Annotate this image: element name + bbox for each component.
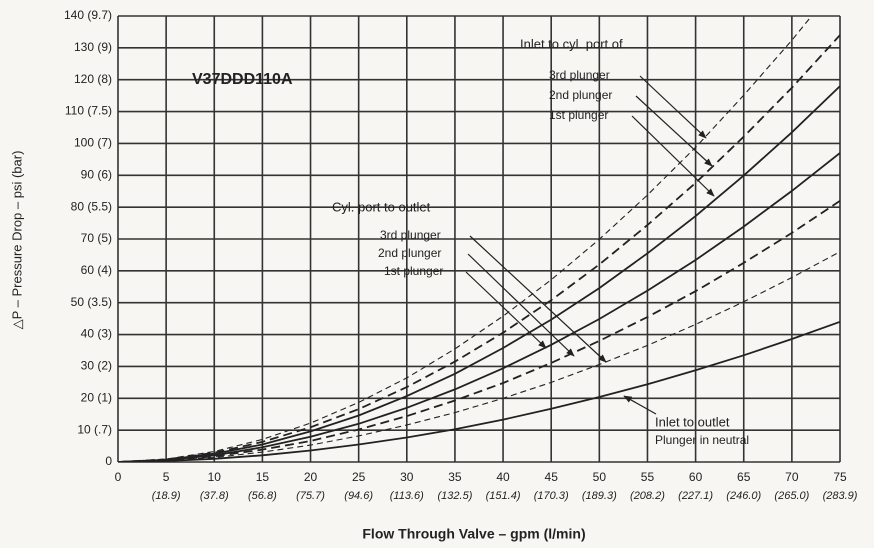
x-tick-label: 20 <box>304 470 318 484</box>
x-tick-label: 65 <box>737 470 751 484</box>
curve <box>118 152 840 462</box>
arrow <box>631 115 715 197</box>
annotation: 1st plunger <box>549 108 608 122</box>
y-tick-label: 140 (9.7) <box>64 8 112 22</box>
x-tick-label: 30 <box>400 470 414 484</box>
y-tick-label: 30 (2) <box>81 359 112 373</box>
x-tick-label: 70 <box>785 470 799 484</box>
curve <box>118 16 813 462</box>
y-tick-label: 50 (3.5) <box>71 295 112 309</box>
grid <box>117 15 841 463</box>
curves <box>118 16 840 462</box>
x-tick-label: 15 <box>256 470 270 484</box>
x-tick-label: 35 <box>448 470 462 484</box>
arrow <box>623 395 657 415</box>
y-tick-label: 80 (5.5) <box>71 199 112 213</box>
annotation: Cyl. port to outlet <box>332 199 431 214</box>
arrow <box>635 95 713 167</box>
curve <box>118 251 840 462</box>
annotation: 3rd plunger <box>549 68 610 82</box>
y-tick-label: 70 (5) <box>81 231 112 245</box>
x-tick-sublabel: (56.8) <box>248 490 277 502</box>
annotation: Plunger in neutral <box>655 433 749 447</box>
x-tick-sublabel: (113.6) <box>390 490 424 502</box>
curve <box>118 34 840 462</box>
y-tick-label: 0 <box>105 454 112 468</box>
x-tick-sublabel: (246.0) <box>726 490 761 502</box>
x-tick-sublabel: (37.8) <box>200 490 229 502</box>
x-tick-sublabel: (283.9) <box>823 490 858 502</box>
arrow <box>639 75 707 139</box>
y-tick-label: 110 (7.5) <box>65 104 112 118</box>
curve <box>118 85 840 462</box>
x-tick-sublabel: (189.3) <box>582 490 617 502</box>
x-tick-sublabel: (265.0) <box>774 490 809 502</box>
x-tick-sublabel: (132.5) <box>438 490 473 502</box>
annotation: 2nd plunger <box>378 246 441 260</box>
x-axis-title: Flow Through Valve – gpm (l/min) <box>362 526 585 542</box>
x-tick-label: 5 <box>163 470 170 484</box>
x-tick-label: 50 <box>593 470 607 484</box>
arrow <box>467 253 575 357</box>
x-tick-sublabel: (94.6) <box>344 490 373 502</box>
x-tick-label: 45 <box>545 470 559 484</box>
arrow <box>469 235 607 363</box>
x-tick-label: 10 <box>208 470 222 484</box>
x-tick-label: 25 <box>352 470 366 484</box>
model-label: V37DDD110A <box>192 71 293 88</box>
annotation: 1st plunger <box>384 264 443 278</box>
curve <box>118 320 840 462</box>
x-tick-sublabel: (18.9) <box>152 490 181 502</box>
y-tick-label: 90 (6) <box>81 167 112 181</box>
y-tick-label: 10 (.7) <box>77 422 112 436</box>
y-tick-label: 100 (7) <box>74 136 112 150</box>
x-tick-sublabel: (170.3) <box>534 490 569 502</box>
x-tick-sublabel: (208.2) <box>630 490 665 502</box>
x-tick-label: 55 <box>641 470 655 484</box>
x-tick-label: 75 <box>833 470 847 484</box>
curve <box>118 200 840 462</box>
x-tick-label: 60 <box>689 470 703 484</box>
x-tick-label: 40 <box>496 470 510 484</box>
y-tick-label: 20 (1) <box>81 390 112 404</box>
annotation: 2nd plunger <box>549 88 612 102</box>
y-tick-label: 40 (3) <box>81 327 112 341</box>
y-tick-label: 130 (9) <box>74 40 112 54</box>
annotation: Inlet to cyl. port of <box>520 36 623 51</box>
arrow <box>465 271 547 349</box>
y-tick-label: 60 (4) <box>81 263 112 277</box>
x-tick-sublabel: (75.7) <box>296 490 325 502</box>
y-tick-label: 120 (8) <box>74 72 112 86</box>
x-tick-sublabel: (151.4) <box>486 490 521 502</box>
annotation: Inlet to outlet <box>655 414 730 429</box>
x-tick-sublabel: (227.1) <box>678 490 713 502</box>
y-axis-title: △P – Pressure Drop – psi (bar) <box>9 151 24 330</box>
annotation: 3rd plunger <box>380 228 441 242</box>
x-tick-label: 0 <box>115 470 122 484</box>
